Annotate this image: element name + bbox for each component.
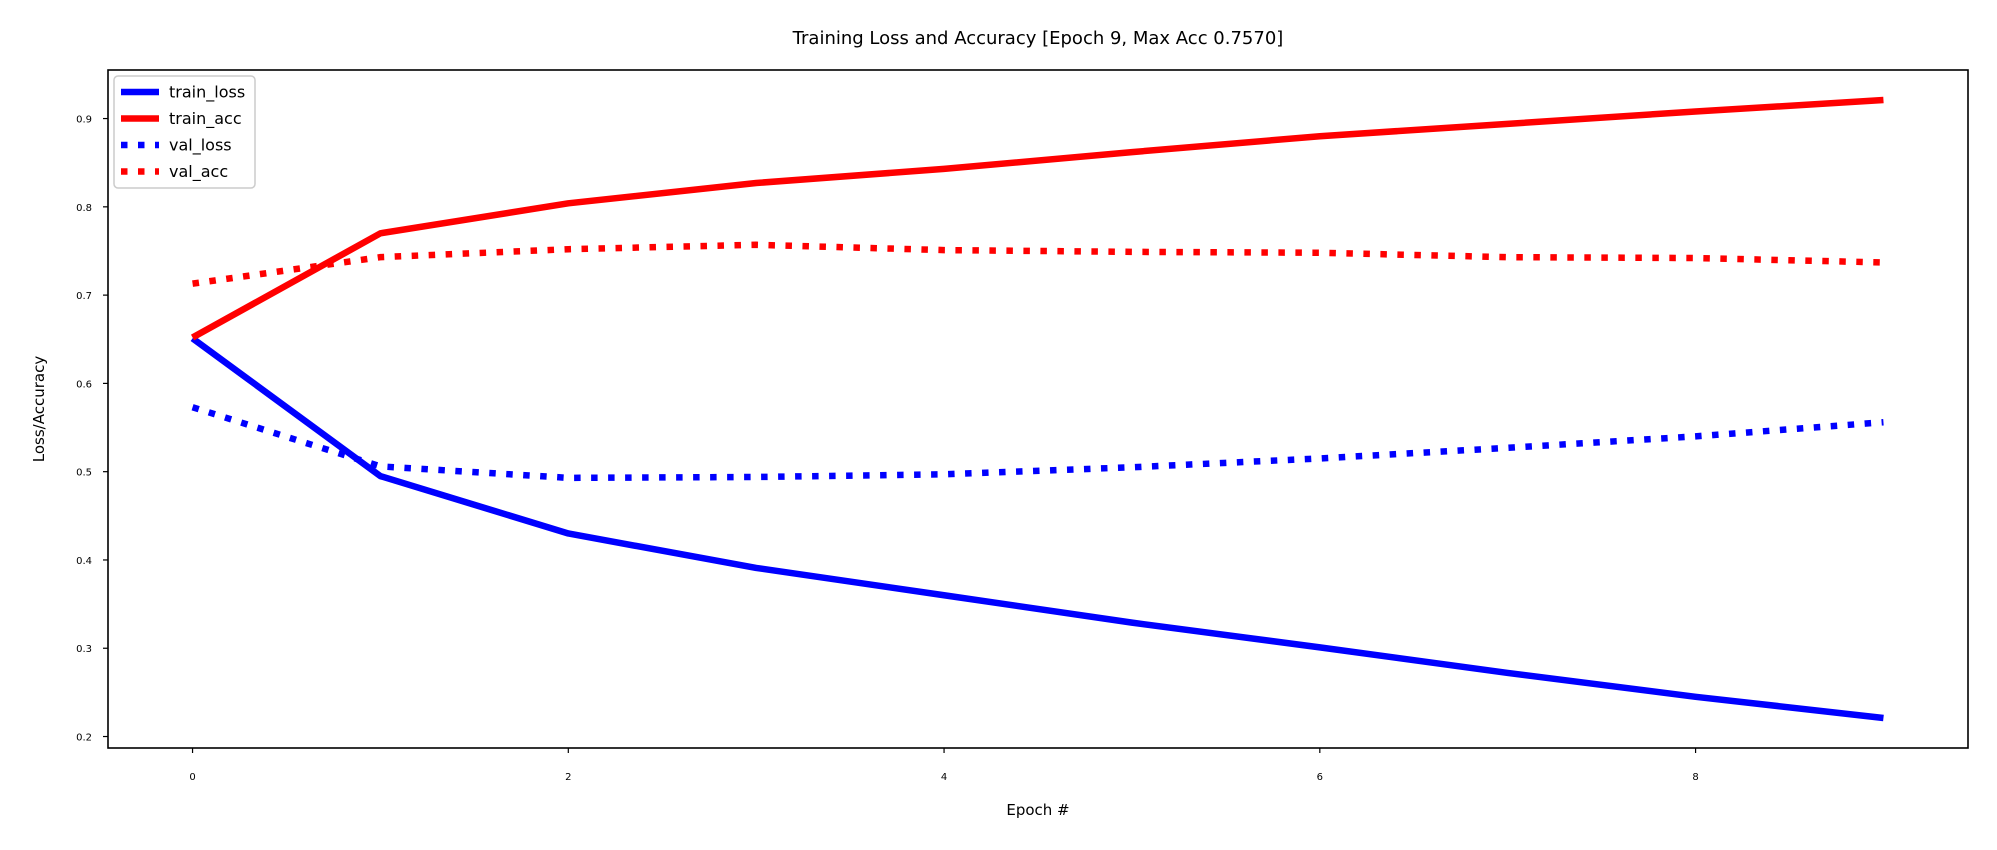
y-tick-label: 0.5 (76, 468, 92, 479)
x-tick-label: 2 (565, 772, 571, 783)
y-tick-label: 0.7 (76, 291, 92, 302)
legend-label-train_loss: train_loss (169, 83, 245, 103)
y-tick-label: 0.2 (76, 733, 92, 744)
y-tick-label: 0.3 (76, 644, 92, 655)
legend-label-val_loss: val_loss (169, 136, 232, 156)
x-axis-ticks: 0 2 4 6 8 (189, 748, 1699, 783)
series-line-train_loss (190, 335, 1884, 722)
series-line-train_acc (190, 96, 1884, 341)
series-line-val_acc (192, 241, 1884, 287)
y-axis-ticks: 0.2 0.3 0.4 0.5 0.6 0.7 0.8 0.9 (76, 115, 108, 744)
x-axis-label: Epoch # (1006, 801, 1069, 819)
y-tick-label: 0.9 (76, 115, 92, 126)
series-layer (190, 96, 1884, 722)
legend: train_loss train_acc val_loss val_acc (113, 75, 256, 189)
y-tick-label: 0.4 (76, 556, 92, 567)
plot-area-frame (107, 69, 1969, 749)
legend-items: train_loss train_acc val_loss val_acc (121, 83, 245, 182)
legend-box (113, 75, 256, 189)
series-line-val_loss (191, 404, 1884, 482)
y-tick-label: 0.6 (76, 379, 92, 390)
y-axis-label: Loss/Accuracy (30, 356, 48, 463)
x-tick-label: 6 (1317, 772, 1323, 783)
x-tick-label: 0 (189, 772, 195, 783)
legend-label-val_acc: val_acc (169, 162, 228, 182)
y-tick-label: 0.8 (76, 203, 92, 214)
chart-title: Training Loss and Accuracy [Epoch 9, Max… (792, 28, 1284, 49)
x-tick-label: 4 (941, 772, 947, 783)
x-tick-label: 8 (1692, 772, 1698, 783)
legend-label-train_acc: train_acc (169, 109, 242, 129)
